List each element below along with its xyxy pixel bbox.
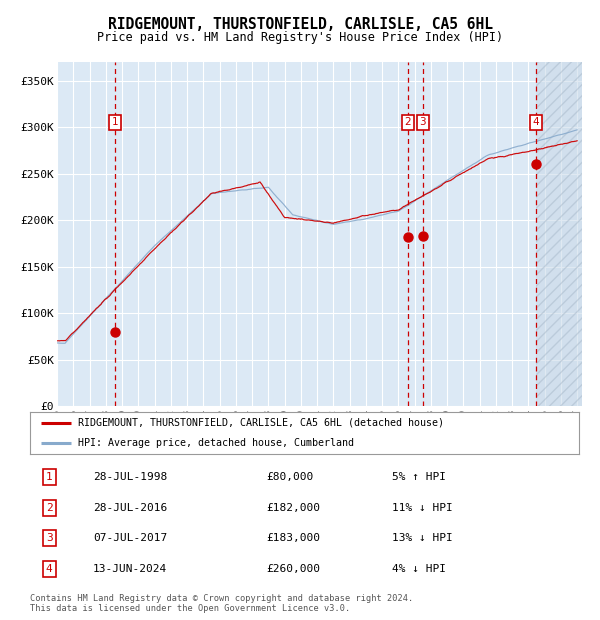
Text: 28-JUL-1998: 28-JUL-1998 [93,472,167,482]
Text: 4: 4 [46,564,53,574]
Text: 1: 1 [112,117,119,128]
Text: 3: 3 [46,533,53,543]
Text: 4: 4 [532,117,539,128]
Text: 1: 1 [46,472,53,482]
Text: RIDGEMOUNT, THURSTONFIELD, CARLISLE, CA5 6HL: RIDGEMOUNT, THURSTONFIELD, CARLISLE, CA5… [107,17,493,32]
Text: 11% ↓ HPI: 11% ↓ HPI [392,503,453,513]
Text: 28-JUL-2016: 28-JUL-2016 [93,503,167,513]
Text: 13% ↓ HPI: 13% ↓ HPI [392,533,453,543]
Text: £183,000: £183,000 [266,533,320,543]
Text: Contains HM Land Registry data © Crown copyright and database right 2024.
This d: Contains HM Land Registry data © Crown c… [30,594,413,613]
Text: 3: 3 [419,117,426,128]
Text: £260,000: £260,000 [266,564,320,574]
Bar [536,62,585,406]
Text: 2: 2 [46,503,53,513]
Text: Price paid vs. HM Land Registry's House Price Index (HPI): Price paid vs. HM Land Registry's House … [97,31,503,43]
Text: 5% ↑ HPI: 5% ↑ HPI [392,472,446,482]
Text: 4% ↓ HPI: 4% ↓ HPI [392,564,446,574]
Text: RIDGEMOUNT, THURSTONFIELD, CARLISLE, CA5 6HL (detached house): RIDGEMOUNT, THURSTONFIELD, CARLISLE, CA5… [79,418,445,428]
Text: £80,000: £80,000 [266,472,313,482]
Text: 07-JUL-2017: 07-JUL-2017 [93,533,167,543]
Text: £182,000: £182,000 [266,503,320,513]
Text: 13-JUN-2024: 13-JUN-2024 [93,564,167,574]
Text: 2: 2 [404,117,411,128]
Text: HPI: Average price, detached house, Cumberland: HPI: Average price, detached house, Cumb… [79,438,355,448]
